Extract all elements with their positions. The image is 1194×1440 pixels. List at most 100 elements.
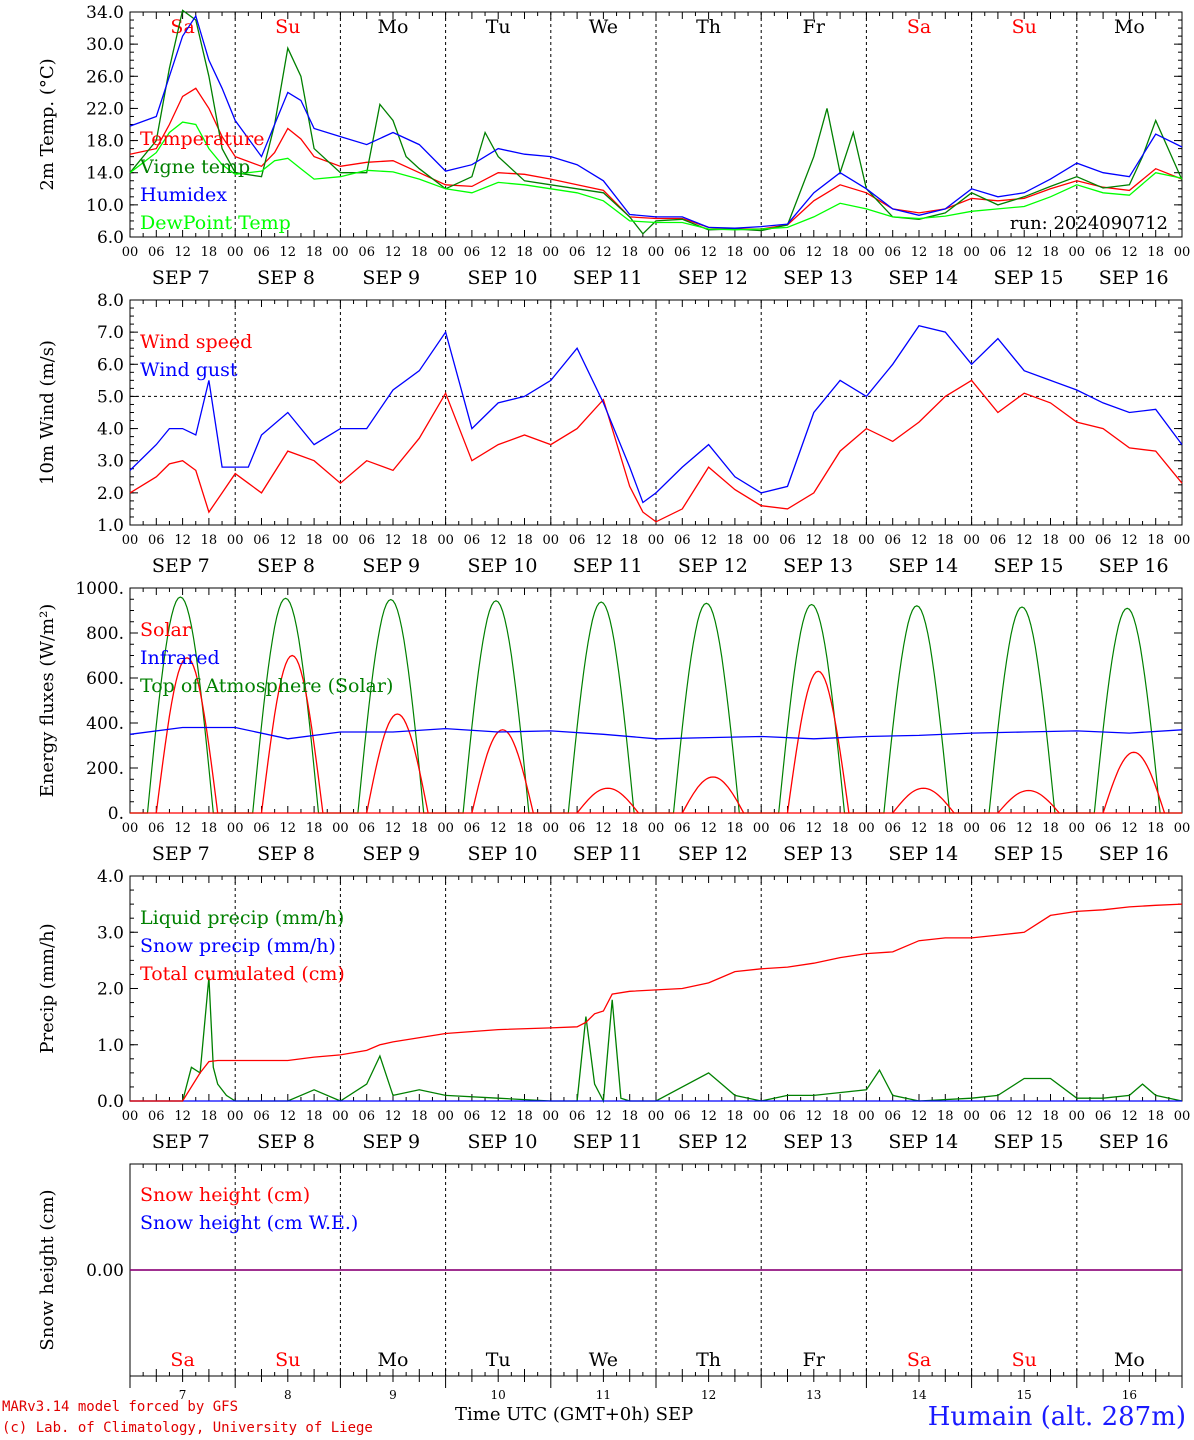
hour-tick-label: 00 bbox=[963, 821, 980, 836]
day-number-label: 8 bbox=[284, 1388, 292, 1402]
hour-tick-label: 12 bbox=[385, 533, 402, 548]
hour-tick-label: 00 bbox=[543, 821, 560, 836]
hour-tick-label: 00 bbox=[543, 245, 560, 260]
hour-tick-label: 18 bbox=[937, 821, 954, 836]
y-axis-title: Energy fluxes (W/m²) bbox=[37, 604, 58, 798]
weekday-label: Th bbox=[696, 16, 721, 38]
series-line-solar bbox=[1102, 751, 1166, 814]
hour-tick-label: 12 bbox=[1121, 245, 1138, 260]
hour-tick-label: 18 bbox=[727, 821, 744, 836]
hour-tick-label: 18 bbox=[306, 821, 323, 836]
hour-tick-label: 06 bbox=[990, 821, 1007, 836]
day-number-label: 7 bbox=[179, 1388, 187, 1402]
hour-tick-label: 00 bbox=[1174, 533, 1191, 548]
hour-tick-label: 06 bbox=[779, 245, 796, 260]
weekday-label: Fr bbox=[803, 16, 826, 38]
hour-tick-label: 00 bbox=[332, 533, 349, 548]
series-line-dewpoint-temp bbox=[129, 121, 1183, 231]
day-number-label: 16 bbox=[1122, 1388, 1137, 1402]
day-number-label: 15 bbox=[1017, 1388, 1032, 1402]
date-label: SEP 13 bbox=[783, 843, 853, 865]
credit-model: MARv3.14 model forced by GFS bbox=[2, 1399, 239, 1415]
hour-tick-label: 12 bbox=[490, 821, 507, 836]
hour-tick-label: 00 bbox=[122, 533, 139, 548]
y-tick-label: 200. bbox=[86, 759, 124, 779]
legend-entry: Solar bbox=[140, 619, 192, 641]
y-axis-title: Precip (mm/h) bbox=[37, 923, 58, 1053]
weekday-label: Sa bbox=[907, 1349, 931, 1371]
hour-tick-label: 06 bbox=[779, 1109, 796, 1124]
series-line-toa-solar bbox=[656, 602, 762, 814]
hour-tick-label: 18 bbox=[516, 821, 533, 836]
hour-tick-label: 18 bbox=[621, 1109, 638, 1124]
series-line-wind-speed bbox=[129, 379, 1183, 523]
series-line-toa-solar bbox=[866, 605, 972, 814]
hour-tick-label: 06 bbox=[674, 533, 691, 548]
series-line-liquid-precip-mm-h- bbox=[130, 977, 1183, 1104]
date-label: SEP 12 bbox=[678, 843, 748, 865]
hour-tick-label: 00 bbox=[963, 245, 980, 260]
y-tick-label: 1.0 bbox=[97, 516, 124, 536]
series-line-solar bbox=[786, 670, 850, 814]
y-tick-label: 6.0 bbox=[97, 228, 124, 248]
day-number-label: 14 bbox=[911, 1388, 927, 1402]
hour-tick-label: 18 bbox=[411, 533, 428, 548]
weekday-label: Sa bbox=[170, 16, 194, 38]
hour-tick-label: 00 bbox=[227, 245, 244, 260]
weekday-label: Su bbox=[1012, 1349, 1037, 1371]
hour-tick-label: 12 bbox=[700, 821, 717, 836]
hour-tick-label: 00 bbox=[1069, 821, 1086, 836]
weekday-label: Mo bbox=[1114, 16, 1145, 38]
y-tick-label: 4.0 bbox=[97, 420, 124, 440]
legend-entry: Humidex bbox=[140, 184, 227, 206]
hour-tick-label: 12 bbox=[911, 245, 928, 260]
hour-tick-label: 06 bbox=[779, 533, 796, 548]
hour-tick-label: 00 bbox=[753, 245, 770, 260]
hour-tick-label: 12 bbox=[490, 245, 507, 260]
hour-tick-label: 18 bbox=[832, 533, 849, 548]
y-tick-label: 10.0 bbox=[86, 196, 124, 216]
y-tick-label: 5.0 bbox=[97, 387, 124, 407]
hour-tick-label: 00 bbox=[227, 533, 244, 548]
series-line-toa-solar bbox=[235, 597, 341, 814]
date-label: SEP 9 bbox=[362, 555, 420, 577]
weekday-label: Sa bbox=[907, 16, 931, 38]
y-tick-label: 0.00 bbox=[86, 1261, 124, 1281]
date-label: SEP 16 bbox=[1099, 843, 1169, 865]
date-label: SEP 9 bbox=[362, 1131, 420, 1153]
hour-tick-label: 12 bbox=[595, 245, 612, 260]
hour-tick-label: 12 bbox=[700, 533, 717, 548]
hour-tick-label: 18 bbox=[411, 821, 428, 836]
hour-tick-label: 00 bbox=[437, 821, 454, 836]
hour-tick-label: 18 bbox=[1147, 821, 1164, 836]
weekday-label: Tu bbox=[486, 1349, 511, 1371]
date-label: SEP 11 bbox=[573, 1131, 643, 1153]
date-label: SEP 16 bbox=[1099, 1131, 1169, 1153]
hour-tick-label: 12 bbox=[595, 533, 612, 548]
hour-tick-label: 18 bbox=[411, 1109, 428, 1124]
hour-tick-label: 00 bbox=[437, 533, 454, 548]
hour-tick-label: 00 bbox=[437, 245, 454, 260]
hour-tick-label: 00 bbox=[543, 533, 560, 548]
hour-tick-label: 18 bbox=[1147, 1109, 1164, 1124]
hour-tick-label: 18 bbox=[832, 821, 849, 836]
date-label: SEP 8 bbox=[257, 267, 315, 289]
y-axis-title: Snow height (cm) bbox=[37, 1189, 58, 1350]
hour-tick-label: 06 bbox=[884, 245, 901, 260]
hour-tick-label: 00 bbox=[858, 821, 875, 836]
hour-tick-label: 12 bbox=[806, 245, 823, 260]
hour-tick-label: 18 bbox=[832, 1109, 849, 1124]
hour-tick-label: 00 bbox=[648, 533, 665, 548]
panel-4: 0.0 1.0 2.0 3.0 4.0 Precip (mm/h) 00 06 12 18 00 06… bbox=[37, 867, 1190, 1153]
hour-tick-label: 00 bbox=[1174, 1109, 1191, 1124]
y-tick-label: 34.0 bbox=[86, 3, 124, 23]
hour-tick-label: 00 bbox=[858, 533, 875, 548]
hour-tick-label: 12 bbox=[806, 1109, 823, 1124]
date-label: SEP 7 bbox=[152, 843, 210, 865]
hour-tick-label: 00 bbox=[543, 1109, 560, 1124]
legend-entry: Total cumulated (cm) bbox=[140, 963, 345, 985]
day-number-label: 10 bbox=[491, 1388, 506, 1402]
hour-tick-label: 12 bbox=[280, 533, 297, 548]
hour-tick-label: 18 bbox=[201, 533, 218, 548]
date-label: SEP 15 bbox=[994, 1131, 1064, 1153]
